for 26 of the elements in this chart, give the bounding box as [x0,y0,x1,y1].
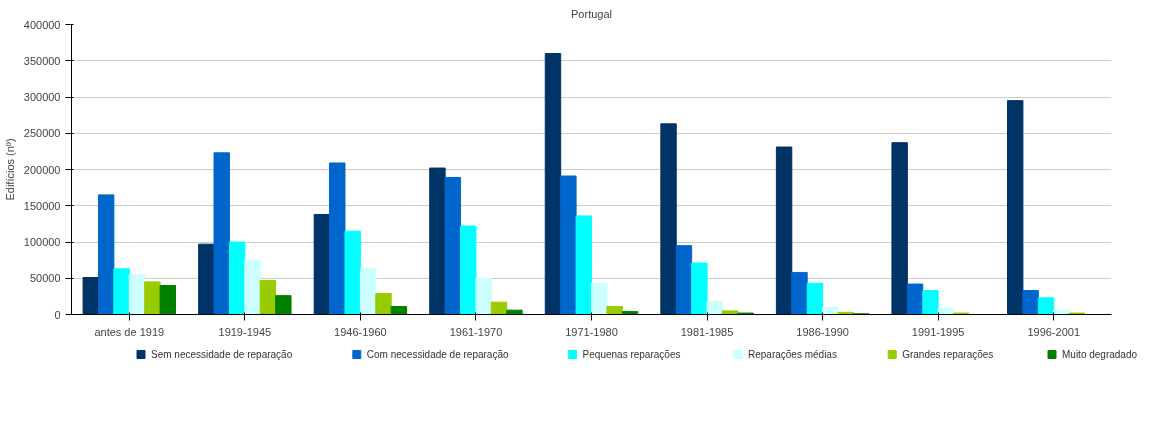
y-tick-label: 0 [54,308,61,321]
y-tick-label: 400000 [23,18,61,31]
x-tick-label: antes de 1919 [94,325,165,338]
y-tick-label: 150000 [23,199,61,212]
x-tick-label: 1991-1995 [911,325,965,338]
legend-label: Sem necessidade de reparação [151,349,293,360]
y-tick-label: 200000 [23,163,61,176]
legend-label: Grandes reparações [902,349,994,360]
x-tick-label: 1981-1985 [680,325,734,338]
y-tick-label: 50000 [29,272,61,285]
x-tick-label: 1996-2001 [1027,325,1081,338]
legend-label: Reparações médias [748,349,837,360]
y-tick-label: 350000 [23,54,61,67]
y-tick-label: 300000 [23,91,61,103]
x-tick-label: 1961-1970 [449,325,503,338]
y-tick-label: 100000 [23,236,61,248]
x-tick-label: 1946-1960 [334,325,387,338]
legend-label: Pequenas reparações [582,349,681,360]
x-tick-label: 1971-1980 [565,325,618,338]
chart-title: Portugal [571,7,612,20]
x-tick-label: 1986-1990 [796,325,849,338]
x-tick-label: 1919-1945 [218,325,272,338]
legend-label: Muito degradado [1062,349,1138,360]
legend-label: Com necessidade de reparação [366,349,509,360]
y-axis-title: Edifícios (nº) [3,138,16,201]
y-tick-label: 250000 [23,127,61,140]
